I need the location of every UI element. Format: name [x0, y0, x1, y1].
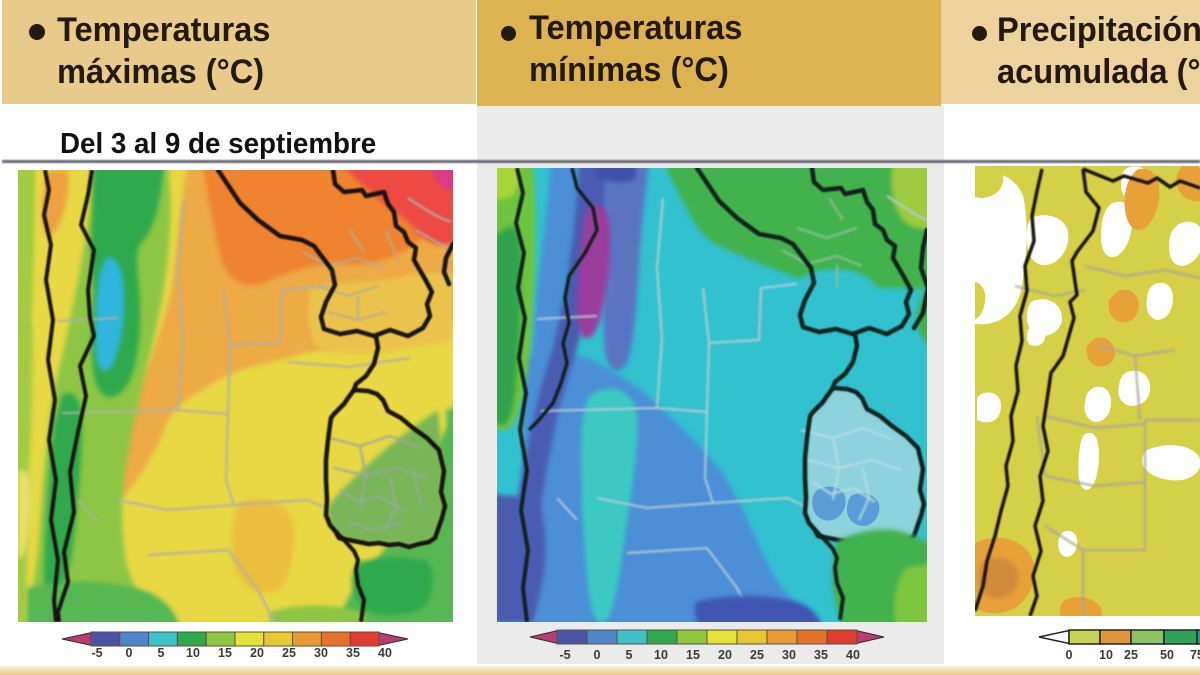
svg-text:35: 35 [346, 646, 360, 660]
svg-text:25: 25 [1124, 648, 1138, 662]
svg-text:-5: -5 [559, 648, 570, 662]
svg-text:10: 10 [1099, 648, 1113, 662]
svg-text:0: 0 [1066, 648, 1073, 662]
svg-text:40: 40 [846, 648, 860, 662]
svg-text:-5: -5 [91, 646, 102, 660]
svg-text:10: 10 [654, 648, 668, 662]
svg-text:75: 75 [1190, 648, 1200, 662]
svg-text:50: 50 [1160, 648, 1174, 662]
svg-text:35: 35 [814, 648, 828, 662]
svg-text:5: 5 [626, 648, 633, 662]
svg-text:15: 15 [686, 648, 700, 662]
svg-text:30: 30 [782, 648, 796, 662]
svg-text:40: 40 [378, 646, 392, 660]
svg-text:15: 15 [218, 646, 232, 660]
svg-text:0: 0 [594, 648, 601, 662]
svg-text:25: 25 [750, 648, 764, 662]
svg-text:5: 5 [158, 646, 165, 660]
svg-text:0: 0 [126, 646, 133, 660]
svg-text:20: 20 [250, 646, 264, 660]
svg-text:25: 25 [282, 646, 296, 660]
svg-text:30: 30 [314, 646, 328, 660]
svg-text:20: 20 [718, 648, 732, 662]
svg-text:10: 10 [186, 646, 200, 660]
